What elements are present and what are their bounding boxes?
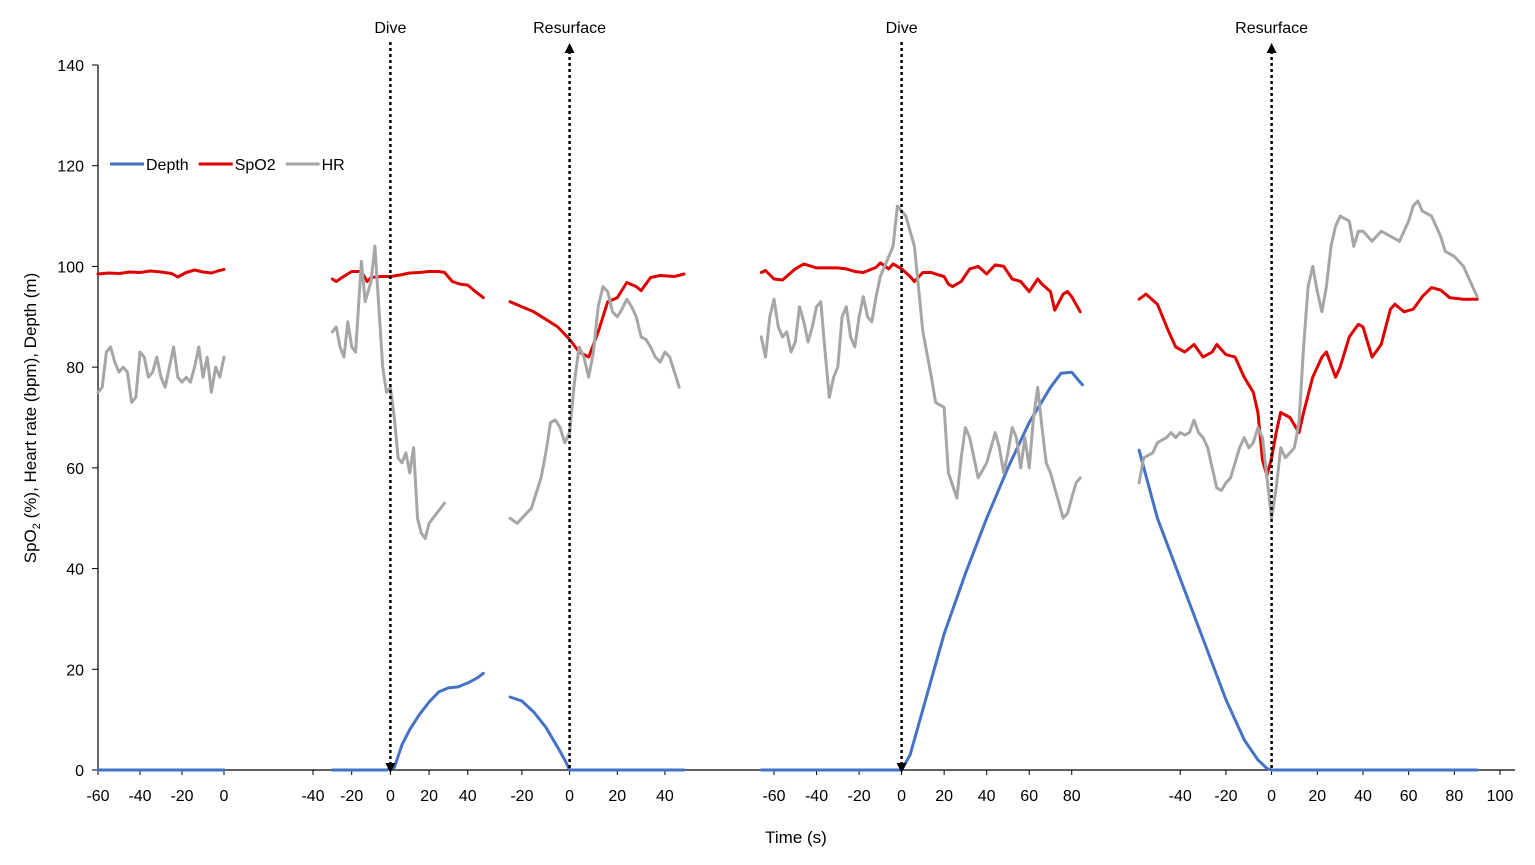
annotation-layer: Dive Resurface Dive Resurface bbox=[374, 20, 1308, 773]
series-line-spo2-panel-1 bbox=[96, 267, 226, 279]
x-tick-label: 40 bbox=[1354, 788, 1372, 805]
x-tick-label: 40 bbox=[978, 788, 996, 805]
x-tick-label: 0 bbox=[386, 788, 395, 805]
series-line-depth-panel-3 bbox=[508, 695, 686, 772]
series-line-hr-panel-1 bbox=[96, 345, 226, 404]
x-tick-label: -60 bbox=[86, 788, 109, 805]
legend-entry: HR bbox=[322, 157, 345, 174]
x-tick-label: -40 bbox=[128, 788, 151, 805]
series-line-hr-panel-2 bbox=[330, 244, 447, 540]
y-axis-title-part: SpO bbox=[21, 529, 40, 563]
y-tick-label: 120 bbox=[57, 159, 84, 176]
legend-entry: Depth bbox=[146, 157, 189, 174]
y-axis-title: SpO2 (%), Heart rate (bpm), Depth (m) bbox=[21, 273, 43, 563]
y-tick-label: 0 bbox=[75, 763, 84, 780]
x-tick-label: -20 bbox=[510, 788, 533, 805]
annotation-label: Resurface bbox=[1235, 20, 1308, 37]
x-tick-label: -40 bbox=[1169, 788, 1192, 805]
series-line-spo2-panel-3 bbox=[508, 272, 686, 359]
x-tick-label: 60 bbox=[1400, 788, 1418, 805]
axes: 0 20 40 60 80 100 120 140 -60 -40 -20 0 -40 -20 0 20 40 -… bbox=[57, 58, 1515, 805]
x-tick-label: 60 bbox=[1020, 788, 1038, 805]
series-line-hr-panel-5 bbox=[1137, 199, 1479, 520]
x-tick-label: 20 bbox=[1308, 788, 1326, 805]
x-tick-label: 20 bbox=[935, 788, 953, 805]
series-line-spo2-panel-5 bbox=[1137, 286, 1479, 477]
y-tick-label: 140 bbox=[57, 58, 84, 75]
x-tick-label: 100 bbox=[1487, 788, 1514, 805]
y-axis-title-part: (%), Heart rate (bpm), Depth (m) bbox=[21, 273, 40, 523]
series-line-spo2-panel-4 bbox=[759, 261, 1082, 314]
legend-entry: SpO2 bbox=[235, 157, 276, 174]
y-tick-label: 60 bbox=[66, 461, 84, 478]
x-tick-label: 20 bbox=[420, 788, 438, 805]
series-line-hr-panel-3 bbox=[508, 285, 681, 525]
series-line-depth-panel-5 bbox=[1137, 448, 1479, 772]
y-tick-label: 40 bbox=[66, 562, 84, 579]
x-tick-label: -20 bbox=[1214, 788, 1237, 805]
series-layer bbox=[96, 199, 1479, 772]
x-tick-label: -40 bbox=[301, 788, 324, 805]
series-line-hr-panel-4 bbox=[759, 204, 1082, 520]
x-tick-label: 0 bbox=[897, 788, 906, 805]
x-axis-title: Time (s) bbox=[765, 828, 827, 847]
x-tick-label: 80 bbox=[1445, 788, 1463, 805]
x-tick-label: -60 bbox=[762, 788, 785, 805]
x-tick-label: -40 bbox=[805, 788, 828, 805]
legend: Depth SpO2 HR bbox=[110, 157, 345, 174]
series-line-depth-panel-2 bbox=[330, 671, 485, 772]
x-tick-label: -20 bbox=[170, 788, 193, 805]
x-tick-label: 0 bbox=[565, 788, 574, 805]
x-tick-label: 80 bbox=[1063, 788, 1081, 805]
series-line-spo2-panel-2 bbox=[330, 270, 485, 300]
x-tick-label: 0 bbox=[220, 788, 229, 805]
y-tick-label: 80 bbox=[66, 360, 84, 377]
x-tick-label: -20 bbox=[340, 788, 363, 805]
annotation-label: Resurface bbox=[533, 20, 606, 37]
y-axis-title-subscript: 2 bbox=[31, 523, 43, 529]
annotation-label: Dive bbox=[886, 20, 918, 37]
x-tick-label: 40 bbox=[459, 788, 477, 805]
y-tick-label: 20 bbox=[66, 662, 84, 679]
x-tick-label: -20 bbox=[848, 788, 871, 805]
x-tick-label: 20 bbox=[608, 788, 626, 805]
x-tick-label: 40 bbox=[656, 788, 674, 805]
y-tick-label: 100 bbox=[57, 259, 84, 276]
annotation-label: Dive bbox=[374, 20, 406, 37]
series-line-depth-panel-4 bbox=[759, 370, 1084, 772]
x-tick-label: 0 bbox=[1267, 788, 1276, 805]
